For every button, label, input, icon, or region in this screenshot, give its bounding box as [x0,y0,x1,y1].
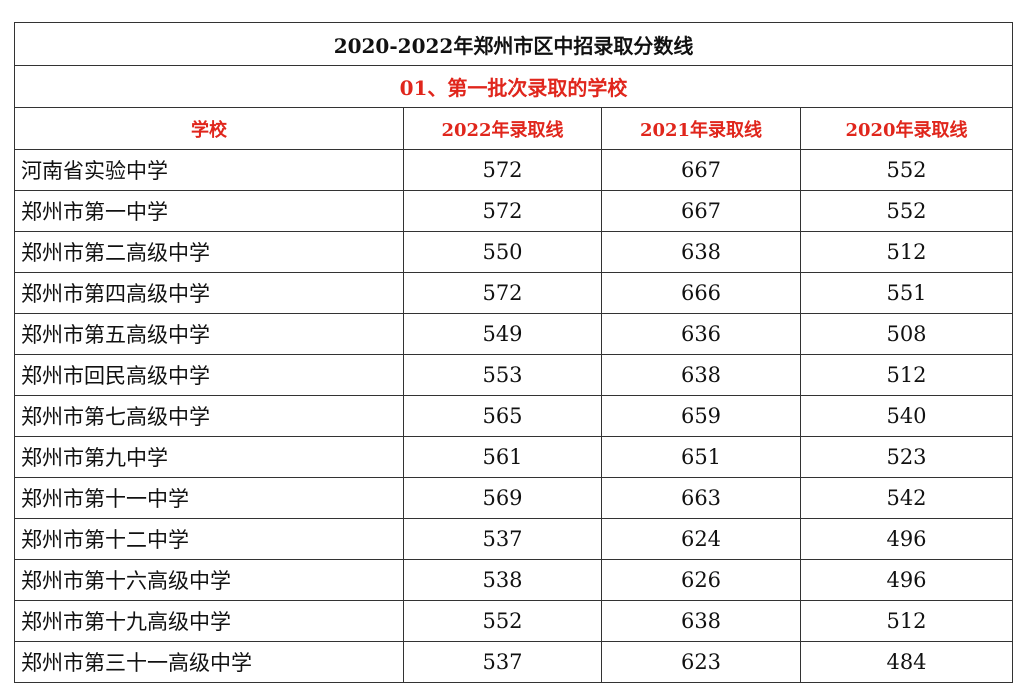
school-name: 郑州市第一中学 [14,190,404,232]
score-cell: 572 [403,149,602,191]
table-subtitle: 01、第一批次录取的学校 [13,65,1014,108]
school-name: 郑州市第七高级中学 [14,395,404,437]
score-cell: 496 [799,518,1014,560]
school-name: 郑州市第二高级中学 [14,231,404,273]
header-cell: 2021年录取线 [601,107,801,150]
school-name: 郑州市第九中学 [14,436,404,478]
score-cell: 537 [403,641,602,683]
table-title: 2020-2022年郑州市区中招录取分数线 [13,22,1014,66]
score-cell: 623 [601,641,801,683]
data-row: 郑州市第二高级中学 550 638 512 [14,231,1014,273]
score-cell: 484 [799,641,1014,683]
score-cell: 667 [601,190,801,232]
score-cell: 636 [601,313,801,355]
score-cell: 512 [799,354,1014,396]
score-cell: 551 [799,272,1014,314]
header-row: 学校 2022年录取线 2021年录取线 2020年录取线 [14,107,1014,150]
score-cell: 638 [601,231,801,273]
header-cell: 2022年录取线 [403,107,602,150]
score-cell: 549 [403,313,602,355]
score-cell: 651 [601,436,801,478]
score-cell: 550 [403,231,602,273]
score-cell: 569 [403,477,602,519]
score-cell: 523 [799,436,1014,478]
score-cell: 512 [799,231,1014,273]
score-cell: 542 [799,477,1014,519]
score-cell: 667 [601,149,801,191]
data-row: 郑州市第三十一高级中学 537 623 484 [14,641,1014,683]
score-cell: 561 [403,436,602,478]
score-cell: 552 [403,600,602,642]
score-cell: 552 [799,190,1014,232]
score-table-container: 2020-2022年郑州市区中招录取分数线 01、第一批次录取的学校 学校 202… [13,22,1014,683]
score-cell: 512 [799,600,1014,642]
score-cell: 553 [403,354,602,396]
score-cell: 666 [601,272,801,314]
school-name: 郑州市第十九高级中学 [14,600,404,642]
score-cell: 659 [601,395,801,437]
score-cell: 572 [403,190,602,232]
score-cell: 663 [601,477,801,519]
score-cell: 638 [601,600,801,642]
school-name: 郑州市第五高级中学 [14,313,404,355]
score-cell: 626 [601,559,801,601]
score-cell: 537 [403,518,602,560]
score-cell: 540 [799,395,1014,437]
score-cell: 572 [403,272,602,314]
score-cell: 508 [799,313,1014,355]
data-row: 郑州市第十一中学 569 663 542 [14,477,1014,519]
data-row: 郑州市回民高级中学 553 638 512 [14,354,1014,396]
subtitle-row: 01、第一批次录取的学校 [13,65,1014,108]
data-row: 郑州市第七高级中学 565 659 540 [14,395,1014,437]
header-cell: 学校 [14,107,404,150]
score-cell: 538 [403,559,602,601]
score-cell: 496 [799,559,1014,601]
data-row: 郑州市第十二中学 537 624 496 [14,518,1014,560]
score-cell: 638 [601,354,801,396]
school-name: 郑州市第四高级中学 [14,272,404,314]
score-cell: 552 [799,149,1014,191]
score-cell: 624 [601,518,801,560]
title-row: 2020-2022年郑州市区中招录取分数线 [13,22,1014,66]
school-name: 郑州市回民高级中学 [14,354,404,396]
data-row: 郑州市第十九高级中学 552 638 512 [14,600,1014,642]
school-name: 郑州市第三十一高级中学 [14,641,404,683]
header-cell: 2020年录取线 [799,107,1014,150]
data-row: 郑州市第九中学 561 651 523 [14,436,1014,478]
data-row: 郑州市第一中学 572 667 552 [14,190,1014,232]
data-row: 郑州市第四高级中学 572 666 551 [14,272,1014,314]
data-row: 郑州市第十六高级中学 538 626 496 [14,559,1014,601]
table-body: 2020-2022年郑州市区中招录取分数线 01、第一批次录取的学校 学校 202… [13,22,1014,683]
school-name: 河南省实验中学 [14,149,404,191]
data-row: 河南省实验中学 572 667 552 [14,149,1014,191]
data-row: 郑州市第五高级中学 549 636 508 [14,313,1014,355]
school-name: 郑州市第十二中学 [14,518,404,560]
school-name: 郑州市第十六高级中学 [14,559,404,601]
school-name: 郑州市第十一中学 [14,477,404,519]
score-table: 2020-2022年郑州市区中招录取分数线 01、第一批次录取的学校 学校 202… [13,22,1014,683]
score-cell: 565 [403,395,602,437]
